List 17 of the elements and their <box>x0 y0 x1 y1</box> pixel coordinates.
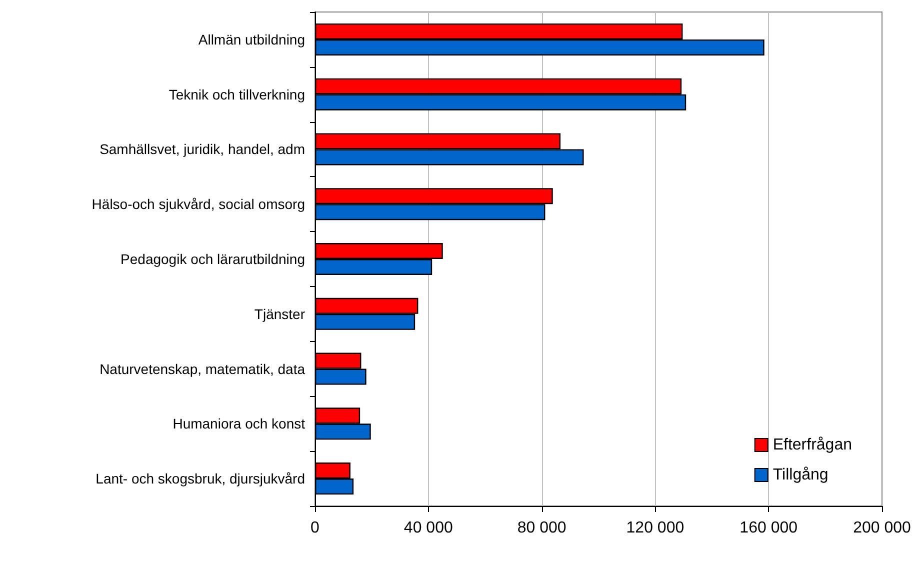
x-tick-label: 120 000 <box>626 520 684 536</box>
legend-label: Tillgång <box>772 466 828 484</box>
y-tick-label: Pedagogik och lärarutbildning <box>120 251 305 267</box>
x-tick-label: 0 <box>310 520 320 536</box>
y-tick-label: Humaniora och konst <box>172 416 306 432</box>
y-tick-label: Teknik och tillverkning <box>168 86 305 102</box>
x-tick-label: 160 000 <box>740 520 798 536</box>
y-tick-label: Tjänster <box>254 306 306 322</box>
legend-label: Efterfrågan <box>772 436 852 454</box>
y-tick-label: Hälso-och sjukvård, social omsorg <box>92 196 305 212</box>
x-tick-label: 40 000 <box>404 520 453 536</box>
y-tick-label: Samhällsvet, juridik, handel, adm <box>100 141 305 158</box>
x-tick-label: 200 000 <box>853 520 912 536</box>
x-tick-label: 80 000 <box>517 520 566 536</box>
y-tick-label: Lant- och skogsbruk, djursjukvård <box>96 470 305 487</box>
y-tick-label: Naturvetenskap, matematik, data <box>100 360 306 377</box>
y-tick-label: Allmän utbildning <box>198 31 305 48</box>
